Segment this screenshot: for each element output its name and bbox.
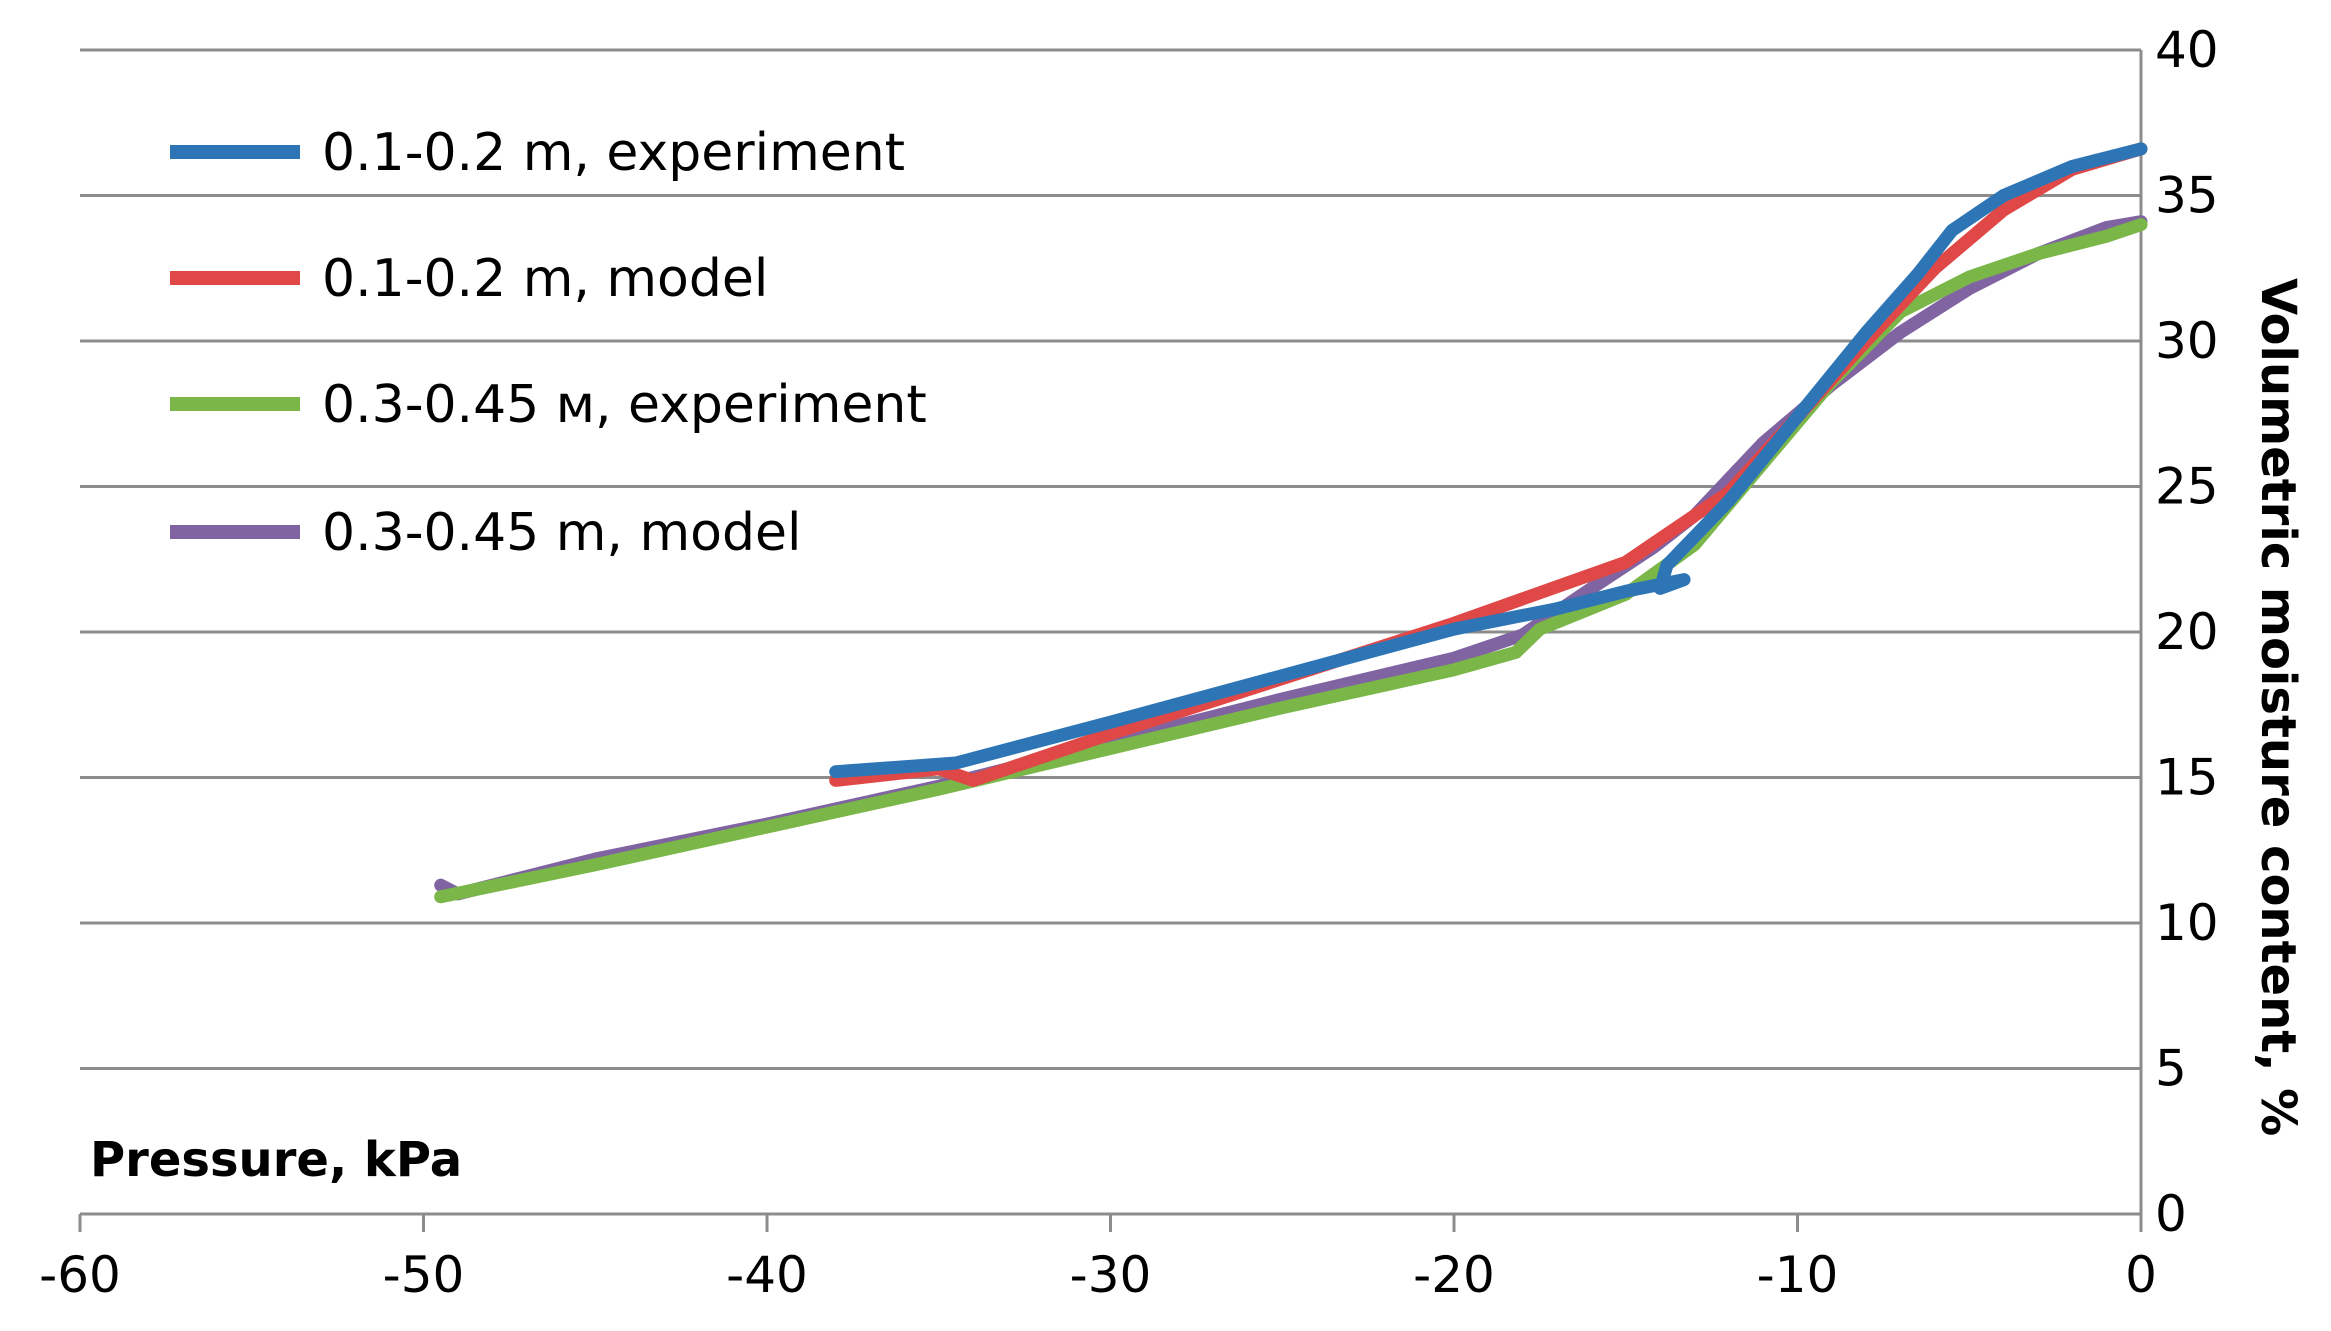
- x-tick-label: -50: [383, 1246, 465, 1304]
- y-tick-label: 20: [2155, 603, 2219, 661]
- y-tick-label: 35: [2155, 167, 2219, 225]
- legend-label: 0.3-0.45 m, model: [322, 503, 801, 563]
- series-line-2: [829, 142, 2148, 787]
- series-lines: [434, 142, 2148, 904]
- x-tick-label: -10: [1757, 1246, 1839, 1304]
- y-tick-label: 10: [2155, 894, 2219, 952]
- y-tick-label: 25: [2155, 458, 2219, 516]
- y-tick-label: 15: [2155, 749, 2219, 807]
- y-axis-title: Volumetric moisture content, %: [2250, 278, 2306, 1136]
- x-tick-label: -30: [1070, 1246, 1152, 1304]
- series-line-3: [434, 218, 2148, 904]
- y-tick-label: 30: [2155, 312, 2219, 370]
- x-axis-title: Pressure, kPa: [90, 1132, 462, 1188]
- series-line-1: [829, 142, 2148, 779]
- y-tick-label: 5: [2155, 1040, 2187, 1098]
- legend-label: 0.1-0.2 m, model: [322, 249, 768, 309]
- legend-label: 0.1-0.2 m, experiment: [322, 123, 905, 183]
- legend: 0.1-0.2 m, experiment 0.1-0.2 m, model 0.3…: [170, 123, 927, 563]
- y-tick-label: 40: [2155, 21, 2219, 79]
- x-tick-label: 0: [2125, 1246, 2157, 1304]
- x-tick-label: -40: [726, 1246, 808, 1304]
- x-tick-label: -20: [1413, 1246, 1495, 1304]
- x-tick-label: -60: [39, 1246, 121, 1304]
- grid-lines: [80, 48, 2141, 1070]
- axes: 0 5 10 15 20 25 30 35 40 -60 -50 -40 -30 -20 -10 0: [39, 21, 2218, 1304]
- legend-label: 0.3-0.45 м, experiment: [322, 375, 927, 435]
- y-tick-label: 0: [2155, 1185, 2187, 1243]
